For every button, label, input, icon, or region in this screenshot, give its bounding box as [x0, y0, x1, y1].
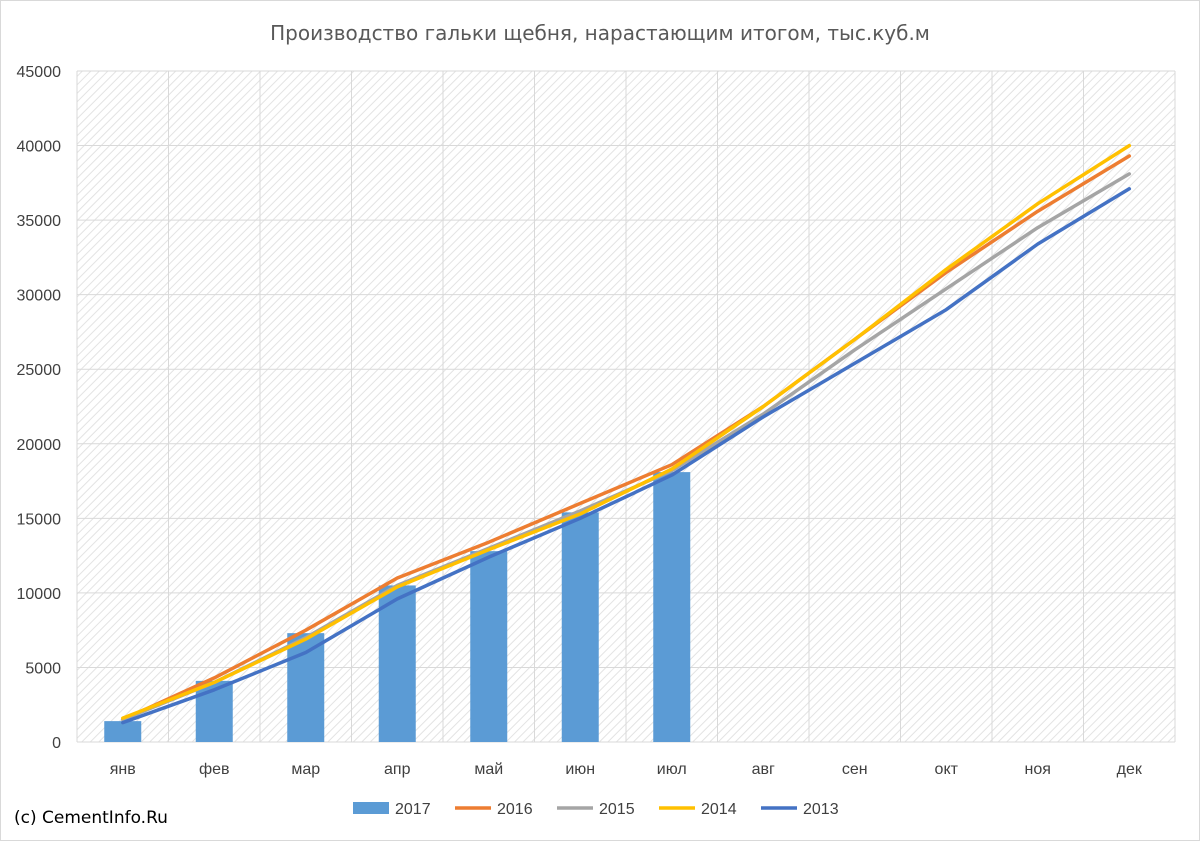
x-tick-label: окт: [935, 761, 959, 778]
x-tick-label: янв: [110, 761, 136, 778]
x-tick-label: авг: [752, 761, 775, 778]
bar-2017: [470, 551, 508, 742]
y-tick-label: 20000: [17, 437, 62, 454]
legend-swatch-2017: [353, 802, 389, 814]
legend: 2017 2016 2015 2014 2013: [353, 801, 839, 818]
line-2016: [121, 154, 1132, 722]
credit-text: (c) CementInfo.Ru: [14, 808, 168, 828]
legend-label-2017: 2017: [395, 801, 431, 818]
bar-2017: [561, 512, 599, 742]
y-tick-label: 15000: [17, 511, 62, 528]
legend-label-2016: 2016: [497, 801, 533, 818]
x-tick-label: апр: [384, 761, 411, 778]
bar-2017: [653, 472, 691, 742]
x-tick-label: ноя: [1025, 761, 1051, 778]
x-tick-label: фев: [199, 761, 230, 778]
bar-2017: [104, 721, 142, 742]
bars-2017: [104, 472, 691, 742]
legend-label-2013: 2013: [803, 801, 839, 818]
x-tick-label: июн: [565, 761, 595, 778]
y-tick-label: 25000: [17, 362, 62, 379]
y-tick-label: 30000: [17, 288, 62, 305]
chart-title: Производство гальки щебня, нарастающим и…: [270, 21, 930, 45]
gridlines: [76, 70, 1176, 743]
x-tick-label: июл: [657, 761, 687, 778]
y-tick-label: 40000: [17, 139, 62, 156]
legend-label-2014: 2014: [701, 801, 737, 818]
x-tick-label: сен: [842, 761, 868, 778]
line-2013: [121, 187, 1132, 725]
y-tick-label: 45000: [17, 64, 62, 81]
lines: [121, 143, 1132, 725]
bar-2017: [378, 585, 416, 742]
legend-label-2015: 2015: [599, 801, 635, 818]
y-tick-label: 10000: [17, 586, 62, 603]
y-tick-label: 35000: [17, 213, 62, 230]
x-tick-label: май: [474, 761, 503, 778]
x-tick-label: дек: [1117, 761, 1143, 778]
y-tick-label: 5000: [25, 660, 61, 677]
line-2014: [121, 143, 1132, 720]
y-tick-label: 0: [52, 735, 61, 752]
x-axis-ticks: янв фев мар апр май июн июл авг сен окт ноя дек: [110, 761, 1143, 778]
y-axis-ticks: 0 5000 10000 15000 20000 25000 30000 35000 40000…: [17, 64, 62, 752]
x-tick-label: мар: [291, 761, 320, 778]
bar-2017: [287, 633, 325, 742]
